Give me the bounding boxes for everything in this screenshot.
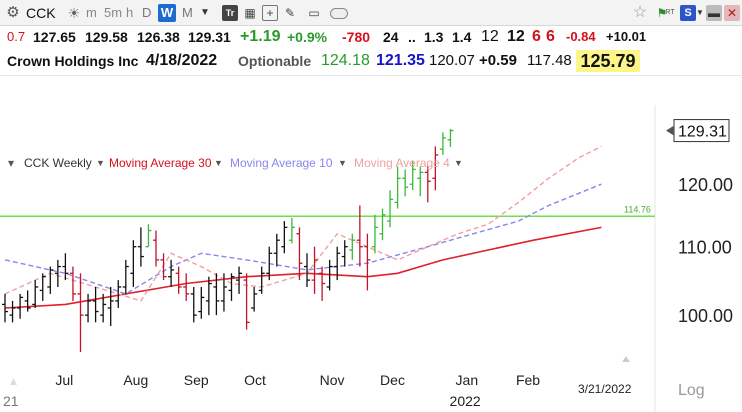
- log-scale-label: Log: [678, 382, 705, 399]
- last-price-pointer: [666, 125, 674, 136]
- quote-close: 129.31: [188, 29, 231, 45]
- scroll-up-icon: [622, 356, 630, 362]
- period-monthly-button[interactable]: M: [182, 5, 193, 20]
- palette-icon[interactable]: ☀: [67, 5, 81, 21]
- quote-date: 4/18/2022: [146, 52, 218, 69]
- chart-svg[interactable]: 114.76 100.00 110.00 120.00 129.31 Jul Aug Sep O…: [0, 75, 742, 412]
- quote-value: +10.01: [606, 29, 647, 44]
- quote-value: -780: [342, 29, 371, 45]
- x-axis-tick-label: Jul: [55, 372, 73, 388]
- ma4-line: [4, 145, 602, 302]
- minimize-icon[interactable]: ▬: [706, 5, 722, 21]
- y-axis-tick-label: 110.00: [678, 238, 732, 258]
- x-axis-tick-label: Sep: [184, 372, 209, 388]
- toggle-icon[interactable]: [330, 8, 348, 19]
- quote-value: 117.48: [527, 52, 572, 69]
- symbol-input[interactable]: [26, 3, 68, 23]
- ma10-line: [4, 183, 602, 295]
- date-label: 3/21/2022: [578, 382, 632, 396]
- close-icon[interactable]: ✕: [724, 5, 740, 21]
- x-axis-year-label: 2022: [450, 393, 481, 409]
- calendar-icon[interactable]: ▦: [244, 6, 256, 20]
- legend-symbol-weekly[interactable]: CCK Weekly: [24, 156, 92, 170]
- quote-value: 121.35: [376, 52, 425, 69]
- trade-button[interactable]: Tr: [222, 5, 238, 21]
- legend-ma10[interactable]: Moving Average 10: [230, 156, 333, 170]
- quote-value: 6: [532, 28, 541, 45]
- last-price-label: 129.31: [678, 124, 727, 141]
- legend-dropdown-icon[interactable]: ▾: [8, 156, 15, 170]
- reference-line-label: 114.76: [624, 204, 651, 214]
- quote-change-pct: +0.9%: [287, 29, 328, 45]
- y-axis-tick-label: 100.00: [678, 306, 733, 326]
- rectangle-icon[interactable]: ▭: [308, 6, 320, 20]
- quote-high: 129.58: [85, 29, 128, 45]
- chevron-down-icon[interactable]: ▼: [200, 7, 210, 18]
- quote-value: 1.4: [452, 29, 472, 45]
- optionable-label: Optionable: [238, 53, 312, 69]
- x-axis-tick-label: Dec: [380, 372, 405, 388]
- legend-ma4[interactable]: Moving Average 4: [354, 156, 450, 170]
- period-minute-button[interactable]: m: [86, 5, 97, 20]
- quote-low: 126.38: [137, 29, 180, 45]
- chevron-down-icon[interactable]: ▼: [454, 158, 463, 168]
- x-axis-tick-label: Oct: [244, 372, 266, 388]
- quote-value: +0.59: [479, 52, 517, 69]
- price-chart[interactable]: 114.76 100.00 110.00 120.00 129.31 Jul Aug Sep O…: [0, 75, 742, 412]
- ma30-line: [4, 226, 602, 309]
- x-axis-tick-label: Nov: [320, 372, 345, 388]
- chevron-down-icon[interactable]: ▼: [214, 158, 223, 168]
- y-axis-tick-label: 120.00: [678, 175, 733, 195]
- quote-value: 120.07: [429, 52, 475, 69]
- period-hour-button[interactable]: h: [126, 5, 134, 20]
- quote-value: ..: [408, 29, 416, 45]
- period-daily-button[interactable]: D: [142, 5, 152, 20]
- toolbar: ⚙ ☀ m 5m h D W M ▼ Tr ▦ + ✎ ▭ ☆ ⚑ RT S ▼…: [0, 0, 742, 26]
- quote-value: 12: [481, 28, 499, 45]
- x-axis-tick-label: Feb: [516, 372, 540, 388]
- pen-icon[interactable]: ✎: [284, 6, 296, 20]
- scan-button[interactable]: S: [680, 5, 696, 21]
- x-axis-partial-label: 21: [3, 393, 19, 409]
- quote-row-2: Crown Holdings Inc 4/18/2022 Optionable …: [0, 50, 742, 72]
- quote-value: 1.3: [424, 29, 444, 45]
- x-axis-tick-label: Jan: [456, 372, 479, 388]
- rt-label: RT: [665, 9, 675, 16]
- scroll-up-icon: [10, 378, 17, 385]
- quote-open: 127.65: [33, 29, 76, 45]
- quote-row-1: 0.7 127.65 129.58 126.38 129.31 +1.19 +0…: [0, 26, 742, 48]
- legend-ma30[interactable]: Moving Average 30: [109, 156, 212, 170]
- chevron-down-icon[interactable]: ▼: [696, 8, 704, 17]
- chevron-down-icon[interactable]: ▼: [338, 158, 347, 168]
- quote-highlight-value: 125.79: [576, 50, 640, 72]
- quote-value: -0.84: [566, 29, 596, 44]
- quote-value: 6: [546, 28, 555, 45]
- add-icon[interactable]: +: [262, 5, 278, 21]
- company-name: Crown Holdings Inc: [7, 53, 139, 69]
- x-axis-tick-label: Aug: [123, 372, 148, 388]
- flag-icon[interactable]: ⚑: [656, 6, 668, 20]
- quote-value: 124.18: [321, 52, 370, 69]
- quote-value: 24: [383, 29, 399, 45]
- chevron-down-icon[interactable]: ▼: [96, 158, 105, 168]
- quote-value: 12: [507, 28, 525, 45]
- quote-value: 0.7: [7, 29, 26, 44]
- period-weekly-button[interactable]: W: [158, 4, 176, 22]
- period-5min-button[interactable]: 5m: [104, 5, 123, 20]
- star-icon[interactable]: ☆: [632, 4, 648, 21]
- quote-change: +1.19: [240, 28, 281, 45]
- gear-icon[interactable]: ⚙: [6, 4, 20, 21]
